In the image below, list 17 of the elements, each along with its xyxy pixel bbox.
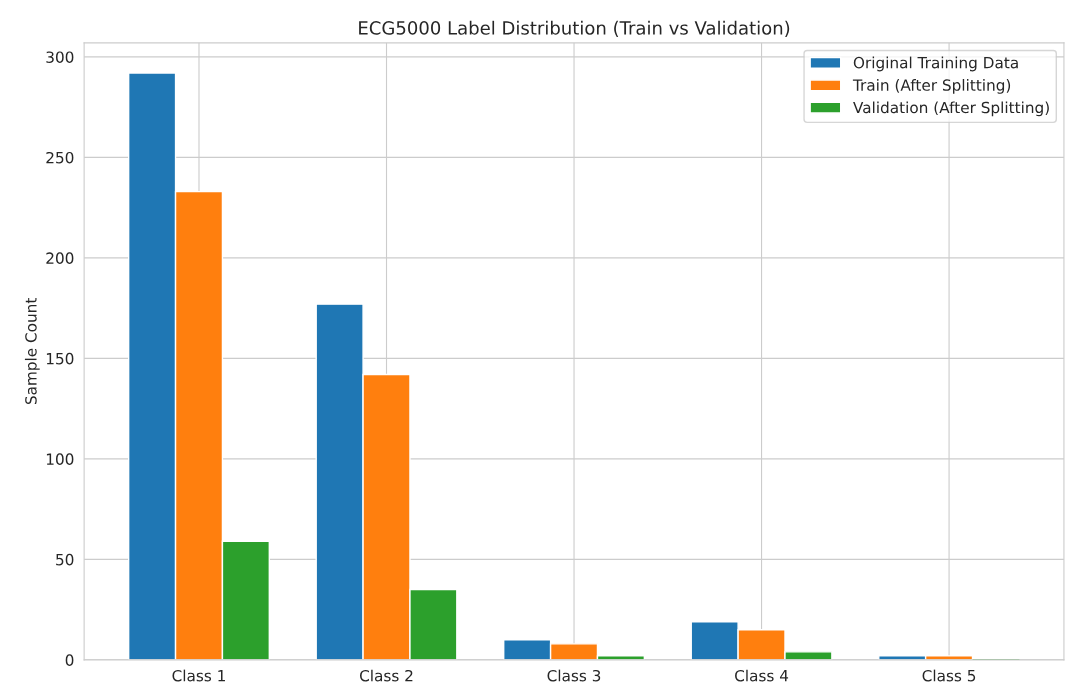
y-tick-label: 50	[56, 553, 74, 566]
y-tick-label: 300	[46, 51, 74, 63]
y-tick-label: 0	[65, 654, 74, 666]
y-tick-label: 250	[46, 151, 74, 164]
legend-label: Validation (After Splitting)	[853, 101, 1049, 117]
y-axis-title: Sample Count	[24, 297, 40, 405]
y-tick-label: 100	[46, 453, 74, 465]
x-tick-label: Class 1	[172, 669, 225, 682]
x-tick-label: Class 4	[735, 669, 789, 682]
x-tick-label: Class 3	[547, 669, 601, 682]
x-tick-label: Class 5	[922, 669, 976, 682]
legend-label: Train (After Splitting)	[852, 79, 1011, 94]
y-tick-label: 150	[46, 352, 74, 365]
x-tick-label: Class 2	[359, 669, 413, 682]
chart-title: ECG5000 Label Distribution (Train vs Validation)	[359, 20, 790, 37]
y-tick-label: 200	[46, 252, 74, 264]
legend-label: Original Training Data	[853, 56, 1018, 72]
